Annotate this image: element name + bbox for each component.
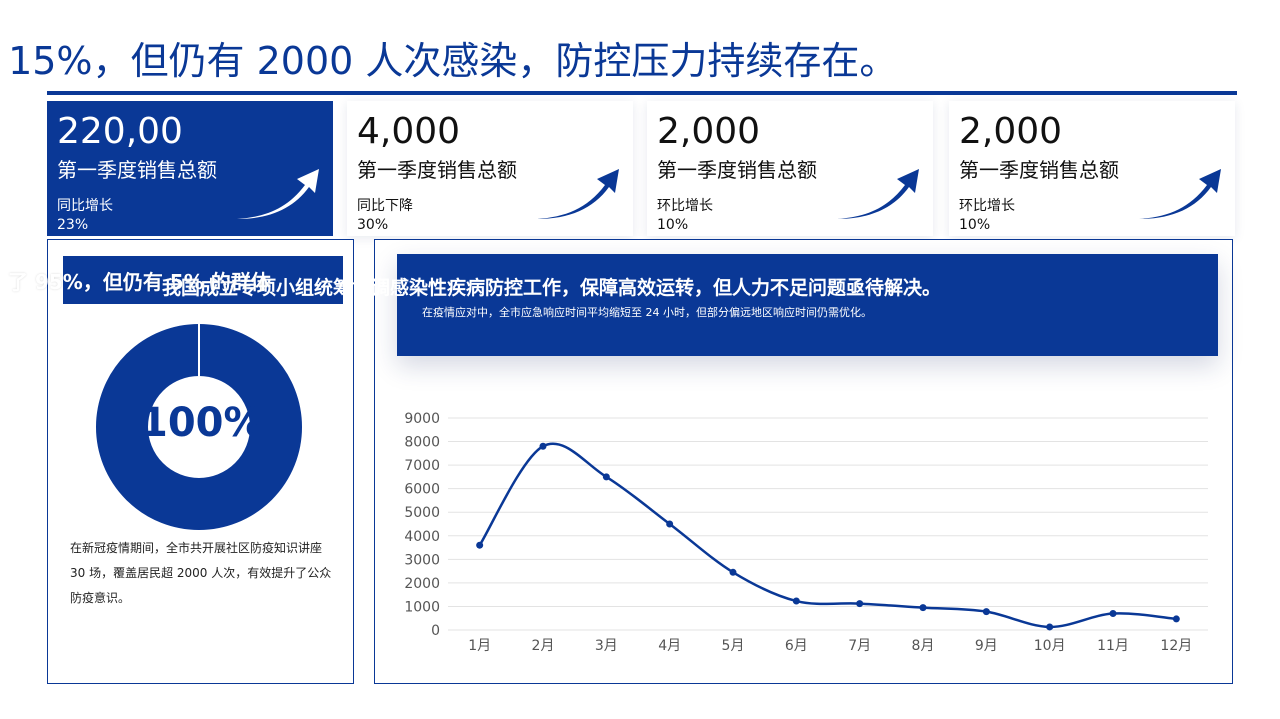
right-banner-title: 我国成立专项小组统筹协调感染性疾病防控工作，保障高效运转，但人力不足问题亟待解决… [162,277,942,299]
kpi-trend-value: 23% [57,217,89,233]
trend-up-arrow-icon [237,169,319,219]
y-tick-label: 9000 [404,411,440,427]
kpi-label: 第一季度销售总额 [657,158,817,182]
data-point[interactable] [729,568,737,576]
data-point[interactable] [666,520,674,528]
y-tick-label: 4000 [404,529,440,545]
data-point[interactable] [982,608,990,616]
left-panel [47,239,354,684]
x-tick-label: 1月 [468,638,491,654]
kpi-card-2: 4,000 第一季度销售总额 同比下降 30% [347,101,633,236]
kpi-label: 第一季度销售总额 [57,158,217,182]
y-tick-label: 1000 [404,599,440,615]
right-banner-subtitle: 在疫情应对中，全市应急响应时间平均缩短至 24 小时，但部分偏远地区响应时间仍需… [422,306,872,319]
kpi-label: 第一季度销售总额 [357,158,517,182]
right-panel-banner [397,254,1218,356]
data-point[interactable] [1046,623,1054,631]
data-point[interactable] [792,597,800,605]
y-tick-label: 3000 [404,552,440,568]
kpi-value: 4,000 [357,111,461,152]
kpi-subtitle: 环比增长 [657,198,713,214]
x-tick-label: 7月 [848,638,871,654]
y-tick-label: 8000 [404,435,440,451]
kpi-card-4: 2,000 第一季度销售总额 环比增长 10% [949,101,1235,236]
data-point[interactable] [1172,615,1180,623]
x-tick-label: 3月 [595,638,618,654]
data-point[interactable] [539,442,547,450]
x-tick-label: 12月 [1160,638,1192,654]
kpi-trend-value: 10% [657,217,689,233]
kpi-value: 2,000 [959,111,1063,152]
x-tick-label: 4月 [658,638,681,654]
y-tick-label: 6000 [404,482,440,498]
page-headline: 降 15%，但仍有 2000 人次感染，防控压力持续存在。 [0,39,898,83]
kpi-value: 2,000 [657,111,761,152]
x-tick-label: 10月 [1034,638,1066,654]
trend-up-arrow-icon [537,169,619,219]
x-tick-label: 5月 [722,638,745,654]
kpi-card-3: 2,000 第一季度销售总额 环比增长 10% [647,101,933,236]
y-tick-label: 7000 [404,458,440,474]
trend-up-arrow-icon [1139,169,1221,219]
kpi-subtitle: 环比增长 [959,198,1015,214]
y-tick-label: 0 [431,623,440,639]
kpi-subtitle: 同比下降 [357,198,413,214]
x-tick-label: 6月 [785,638,808,654]
kpi-value: 220,00 [57,111,183,152]
data-point[interactable] [602,473,610,481]
x-tick-label: 11月 [1097,638,1129,654]
x-tick-label: 9月 [975,638,998,654]
data-point[interactable] [919,604,927,612]
data-point[interactable] [1109,610,1117,618]
left-panel-description: 在新冠疫情期间，全市共开展社区防疫知识讲座 30 场，覆盖居民超 2000 人次… [70,541,332,605]
data-point[interactable] [856,600,864,608]
donut-chart [96,324,302,530]
y-tick-label: 5000 [404,505,440,521]
kpi-trend-value: 30% [357,217,389,233]
headline-divider [47,91,1237,95]
monthly-line-chart: 0 1000 2000 3000 4000 5000 6000 7000 8000 9000 1月 2… [404,411,1208,654]
left-banner-text: 了 95%，但仍有 5% 的群体 [8,270,271,294]
kpi-label: 第一季度销售总额 [959,158,1119,182]
left-panel-banner [63,256,343,304]
trend-up-arrow-icon [837,169,919,219]
kpi-subtitle: 同比增长 [57,198,113,214]
kpi-trend-value: 10% [959,217,991,233]
donut-percent-label: 100% [140,400,264,446]
x-tick-label: 2月 [532,638,555,654]
kpi-card-1: 220,00 第一季度销售总额 同比增长 23% [47,101,333,236]
y-tick-label: 2000 [404,576,440,592]
data-point[interactable] [476,541,484,549]
x-tick-label: 8月 [912,638,935,654]
